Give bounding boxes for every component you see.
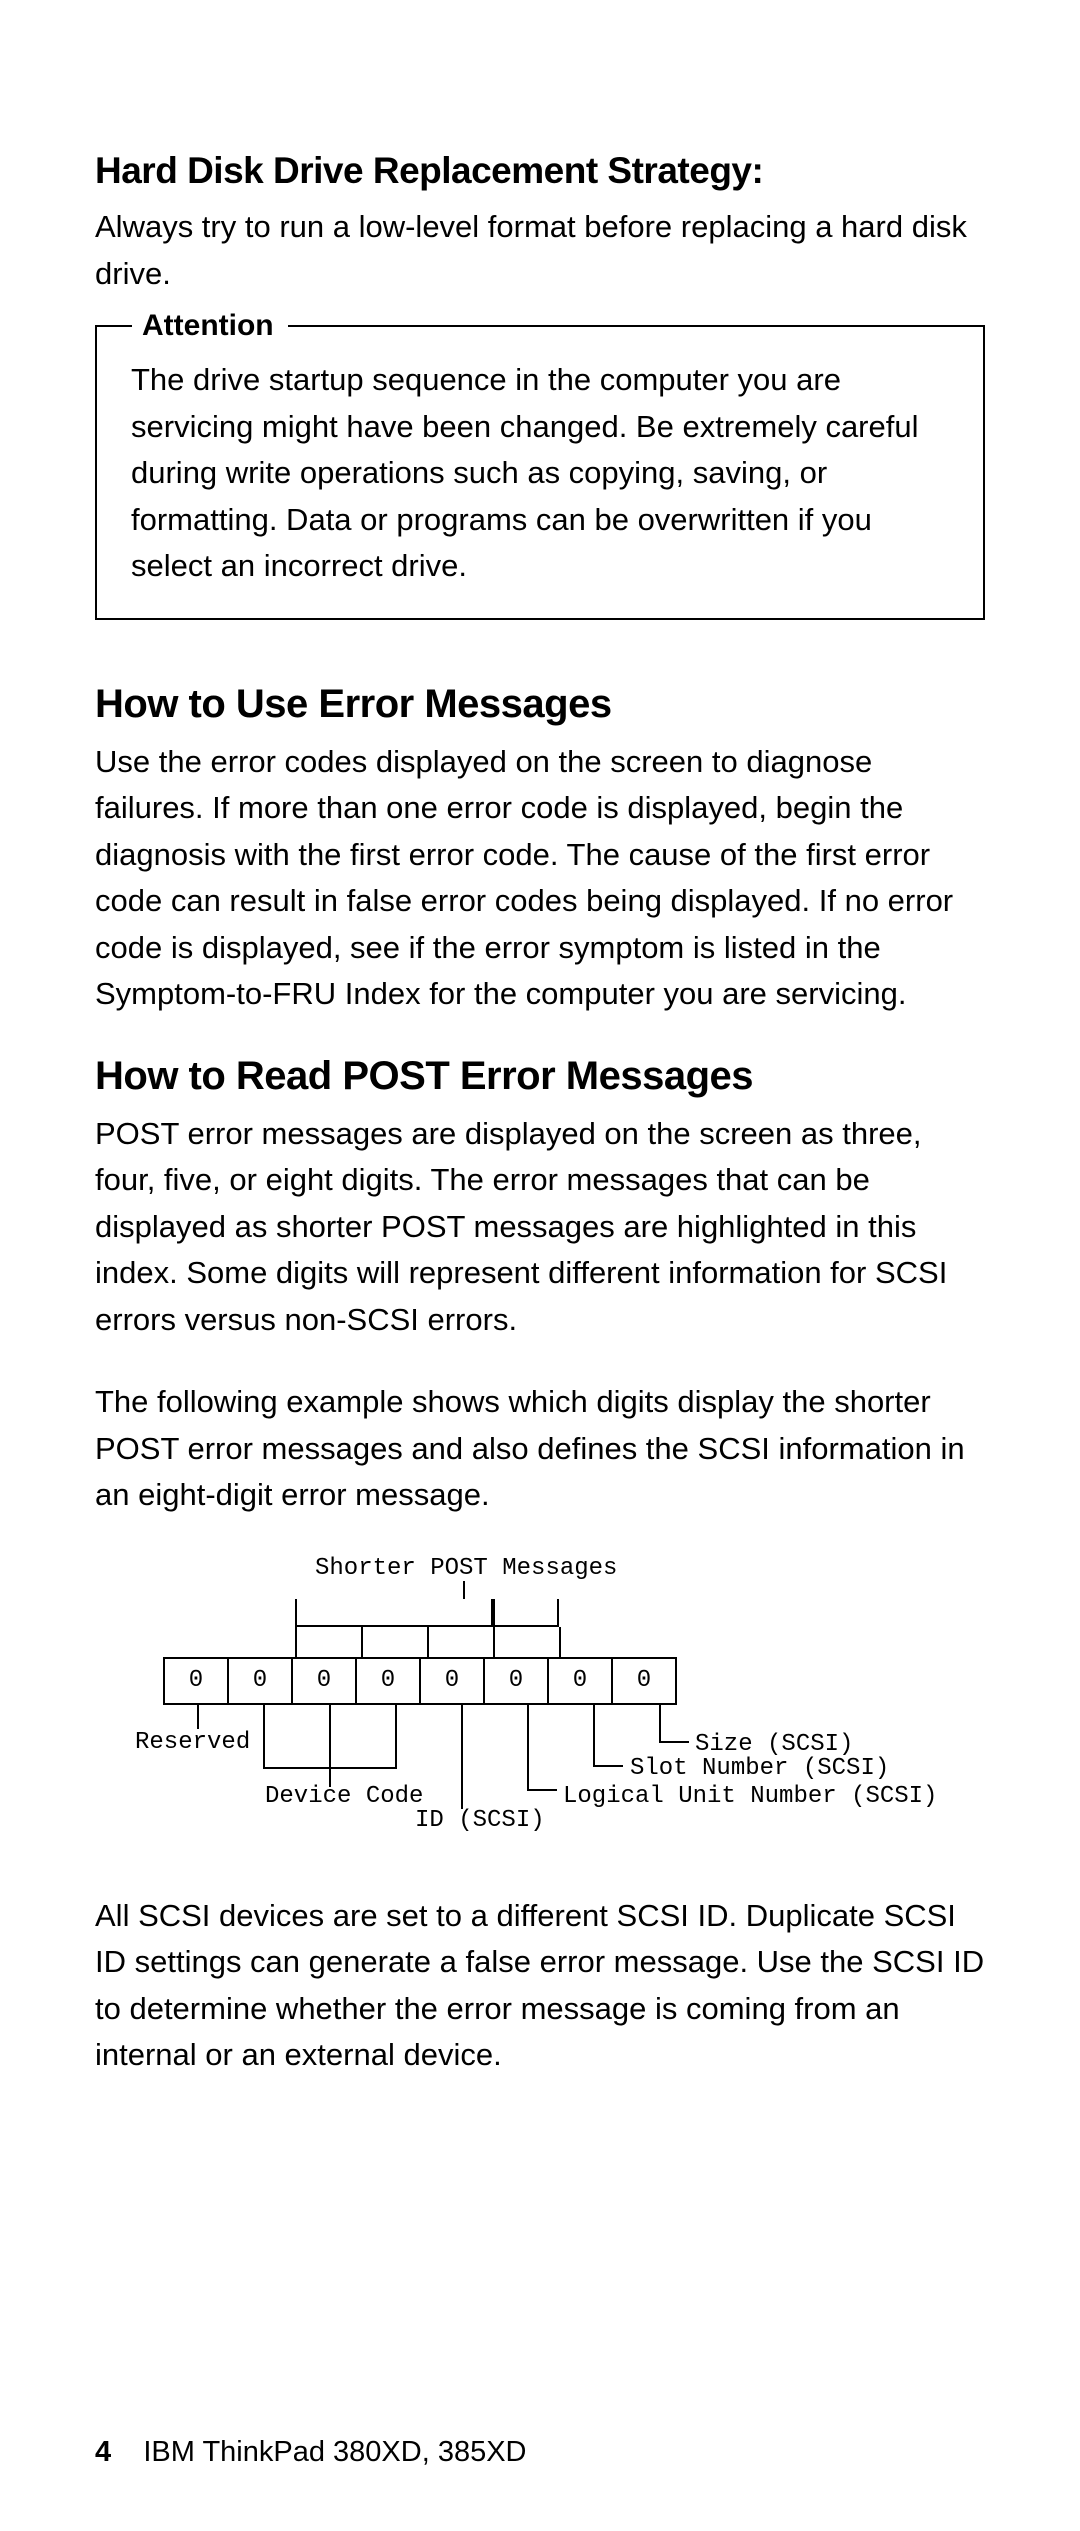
label-lun-scsi: Logical Unit Number (SCSI)	[563, 1783, 937, 1810]
diagram-connector	[659, 1705, 661, 1741]
post-error-diagram: Shorter POST Messages 0 0 0 0 0 0 0 0 Re…	[135, 1555, 985, 1865]
label-size-scsi: Size (SCSI)	[695, 1731, 853, 1758]
diagram-connector	[427, 1627, 429, 1657]
diagram-connector	[463, 1581, 465, 1599]
diagram-connector	[493, 1599, 559, 1627]
section1-body: Always try to run a low-level format bef…	[95, 204, 985, 297]
digit-cell: 0	[419, 1657, 485, 1705]
digit-cell: 0	[611, 1657, 677, 1705]
closing-text: All SCSI devices are set to a different …	[95, 1893, 985, 2079]
label-device-code: Device Code	[265, 1783, 423, 1810]
diagram-connector	[593, 1705, 595, 1765]
label-reserved: Reserved	[135, 1729, 250, 1756]
page-number: 4	[95, 2436, 111, 2468]
section3-body2: The following example shows which digits…	[95, 1379, 985, 1519]
label-id-scsi: ID (SCSI)	[415, 1807, 545, 1834]
digit-cell: 0	[163, 1657, 229, 1705]
diagram-connector	[295, 1627, 297, 1657]
diagram-connector	[493, 1627, 495, 1657]
attention-body: The drive startup sequence in the comput…	[131, 357, 949, 590]
section2-title: How to Use Error Messages	[95, 682, 985, 727]
label-slot-scsi: Slot Number (SCSI)	[630, 1755, 889, 1782]
digit-cell: 0	[483, 1657, 549, 1705]
diagram-connector	[361, 1627, 363, 1657]
footer-text: IBM ThinkPad 380XD, 385XD	[143, 2436, 526, 2468]
diagram-connector	[659, 1741, 689, 1743]
diagram-connector	[197, 1705, 199, 1729]
digit-cell: 0	[355, 1657, 421, 1705]
diagram-connector	[461, 1705, 463, 1809]
diagram-connector	[295, 1599, 493, 1627]
diagram-connector	[329, 1705, 331, 1767]
section3-body1: POST error messages are displayed on the…	[95, 1111, 985, 1344]
diagram-connector	[263, 1705, 265, 1767]
diagram-connector	[527, 1705, 529, 1789]
section1-title: Hard Disk Drive Replacement Strategy:	[95, 150, 985, 192]
diagram-connector	[559, 1627, 561, 1657]
diagram-connector	[593, 1765, 623, 1767]
digit-cell: 0	[227, 1657, 293, 1705]
attention-box: Attention The drive startup sequence in …	[95, 325, 985, 620]
diagram-top-label: Shorter POST Messages	[315, 1555, 617, 1582]
section3-title: How to Read POST Error Messages	[95, 1054, 985, 1099]
diagram-connector	[395, 1705, 397, 1767]
attention-label: Attention	[132, 309, 288, 343]
section2-body: Use the error codes displayed on the scr…	[95, 739, 985, 1018]
page-footer: 4 IBM ThinkPad 380XD, 385XD	[95, 2436, 527, 2469]
digit-cell: 0	[291, 1657, 357, 1705]
digit-cell: 0	[547, 1657, 613, 1705]
diagram-connector	[527, 1789, 557, 1791]
digit-row: 0 0 0 0 0 0 0 0	[165, 1657, 677, 1705]
